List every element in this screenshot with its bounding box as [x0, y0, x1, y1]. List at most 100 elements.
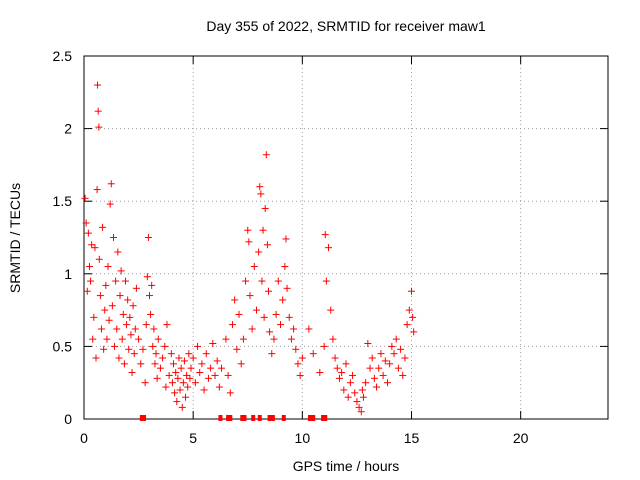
data-point — [149, 342, 157, 350]
y-axis-title: SRMTID / TECUs — [7, 183, 23, 293]
data-point — [127, 331, 135, 339]
data-point — [386, 360, 394, 368]
data-point — [248, 325, 256, 333]
gap-mark — [142, 415, 147, 421]
data-point — [125, 345, 133, 353]
data-point — [202, 350, 210, 358]
data-point — [96, 292, 104, 300]
data-point — [170, 360, 178, 368]
data-point — [333, 364, 341, 372]
data-point — [215, 383, 223, 391]
data-point — [364, 339, 372, 347]
data-point — [101, 306, 109, 314]
data-point — [340, 386, 348, 394]
data-point — [82, 219, 90, 227]
gap-mark — [218, 415, 223, 421]
data-point — [89, 335, 97, 343]
x-axis-title: GPS time / hours — [293, 458, 400, 474]
data-point — [242, 277, 250, 285]
data-point — [359, 393, 367, 401]
data-point — [292, 345, 300, 353]
data-point — [211, 371, 219, 379]
data-point — [408, 287, 415, 295]
x-tick-label: 15 — [404, 430, 420, 446]
data-point — [316, 369, 324, 377]
data-point — [111, 342, 119, 350]
gap-mark — [228, 415, 233, 421]
data-point — [88, 241, 96, 249]
data-point — [153, 374, 161, 382]
data-point — [388, 342, 396, 350]
data-point — [114, 248, 122, 256]
data-point — [392, 335, 400, 343]
data-point — [213, 357, 221, 365]
data-point — [81, 194, 89, 202]
data-point — [368, 354, 376, 362]
data-point — [309, 350, 317, 358]
data-point — [150, 325, 158, 333]
data-point — [95, 255, 103, 263]
data-point — [375, 364, 383, 372]
data-point — [156, 364, 164, 372]
data-point — [204, 374, 212, 382]
data-point — [175, 354, 183, 362]
data-point — [268, 350, 276, 358]
data-point — [183, 371, 191, 379]
data-point — [126, 313, 134, 321]
data-point — [180, 357, 188, 365]
data-point — [403, 321, 411, 329]
data-point — [244, 226, 252, 234]
data-point — [366, 364, 374, 372]
data-point — [329, 335, 337, 343]
data-point — [250, 263, 258, 271]
data-point — [94, 107, 102, 115]
data-point — [355, 403, 363, 411]
gap-mark — [270, 415, 275, 421]
data-point — [93, 186, 101, 194]
data-point — [152, 350, 160, 358]
data-point — [322, 277, 330, 285]
data-point — [177, 364, 185, 372]
data-point — [144, 234, 152, 241]
data-point — [147, 310, 155, 318]
data-point — [327, 306, 335, 314]
data-point — [91, 244, 99, 252]
data-point — [344, 393, 352, 401]
data-point — [257, 190, 265, 198]
data-point — [358, 386, 366, 394]
data-point — [119, 310, 127, 318]
data-point — [285, 313, 293, 321]
y-tick-label: 2.5 — [53, 48, 73, 64]
data-point — [346, 379, 354, 387]
gap-mark — [257, 415, 262, 421]
data-point — [342, 360, 350, 368]
data-point — [262, 151, 270, 159]
data-point — [99, 223, 107, 231]
data-point — [279, 296, 287, 304]
data-point — [187, 364, 195, 372]
x-tick-label: 20 — [513, 430, 529, 446]
data-point — [401, 354, 409, 362]
data-point — [258, 277, 266, 285]
data-point — [209, 339, 217, 347]
data-point — [320, 342, 328, 350]
data-point — [353, 398, 361, 406]
data-point — [130, 350, 138, 358]
data-point — [172, 369, 180, 377]
data-point — [338, 369, 346, 377]
data-point — [83, 287, 91, 295]
data-point — [92, 354, 100, 362]
grid — [84, 56, 608, 419]
data-point — [87, 277, 95, 285]
data-point — [362, 379, 370, 387]
data-point — [100, 345, 108, 353]
data-point — [124, 296, 132, 304]
data-point — [189, 354, 197, 362]
data-point — [256, 183, 264, 191]
data-point — [224, 371, 232, 379]
data-point — [167, 350, 175, 358]
data-point — [94, 81, 102, 89]
axis-ticks: 0 5 10 15 20 0 0.5 1 1.5 2 2.5 — [53, 48, 608, 446]
data-point — [131, 325, 139, 333]
